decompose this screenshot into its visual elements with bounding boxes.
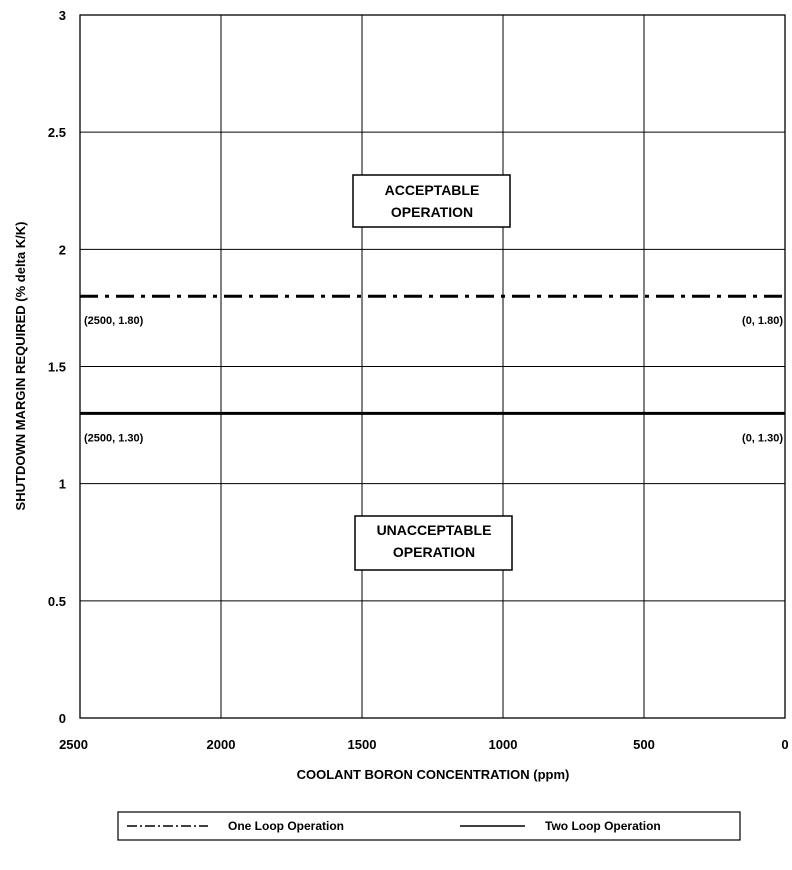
unacceptable-annotation: UNACCEPTABLE OPERATION [354, 515, 513, 571]
acceptable-line-2: OPERATION [391, 204, 473, 220]
series-layer [80, 294, 785, 415]
x-tick-label-4: 500 [633, 737, 655, 752]
y-tick-label-0: 0 [59, 711, 66, 726]
tick-labels: 2500 2000 1500 1000 500 0 0 0.5 1 1.5 2 2.5 3 [48, 8, 789, 752]
legend-box [117, 811, 741, 841]
x-axis-title: COOLANT BORON CONCENTRATION (ppm) [297, 767, 570, 782]
y-tick-label-1: 0.5 [48, 594, 66, 609]
legend-label-two-loop: Two Loop Operation [545, 819, 661, 833]
acceptable-annotation: ACCEPTABLE OPERATION [352, 174, 511, 228]
point-label-0-1: (0, 1.80) [742, 315, 783, 327]
legend: One Loop Operation Two Loop Operation [117, 811, 741, 841]
legend-label-one-loop: One Loop Operation [228, 819, 344, 833]
y-tick-label-2: 1 [59, 477, 66, 492]
unacceptable-line-2: OPERATION [393, 544, 475, 560]
x-tick-label-3: 1000 [489, 737, 518, 752]
y-tick-label-5: 2.5 [48, 125, 66, 140]
y-tick-label-3: 1.5 [48, 360, 66, 375]
y-axis-title: SHUTDOWN MARGIN REQUIRED (% delta K/K) [13, 222, 28, 511]
point-label-0-0: (2500, 1.80) [84, 315, 144, 327]
y-tick-label-6: 3 [59, 8, 66, 23]
x-tick-label-0: 2500 [59, 737, 88, 752]
unacceptable-line-1: UNACCEPTABLE [377, 522, 492, 538]
x-tick-label-1: 2000 [207, 737, 236, 752]
y-tick-label-4: 2 [59, 242, 66, 257]
x-tick-label-5: 0 [781, 737, 788, 752]
point-label-1-0: (2500, 1.30) [84, 432, 144, 444]
unacceptable-box [354, 515, 513, 571]
acceptable-box [352, 174, 511, 228]
point-label-1-1: (0, 1.30) [742, 432, 783, 444]
grid [79, 14, 786, 719]
x-tick-label-2: 1500 [348, 737, 377, 752]
acceptable-line-1: ACCEPTABLE [385, 182, 480, 198]
plot-frame [79, 14, 786, 719]
point-labels: (2500, 1.80) (0, 1.80) (2500, 1.30) (0, 1.3… [84, 315, 783, 444]
